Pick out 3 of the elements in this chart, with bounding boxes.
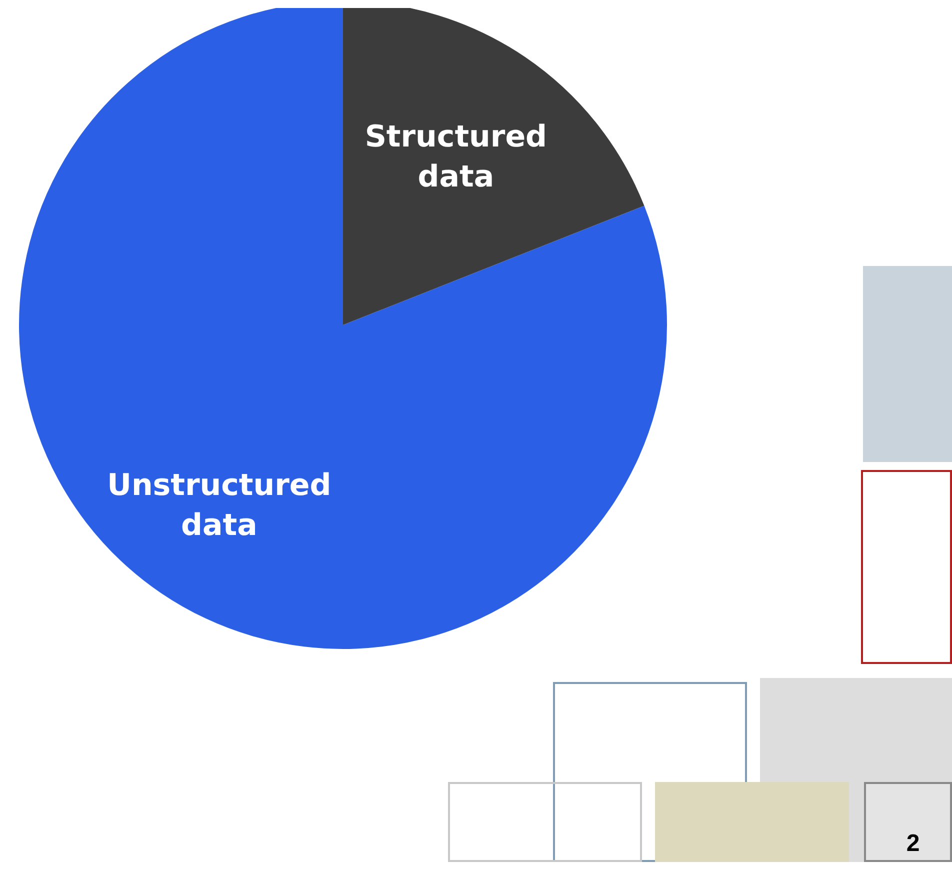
slice-label: Unstructured data	[107, 468, 332, 544]
text: 2	[905, 830, 921, 858]
slice-label: Structured data	[364, 120, 548, 195]
